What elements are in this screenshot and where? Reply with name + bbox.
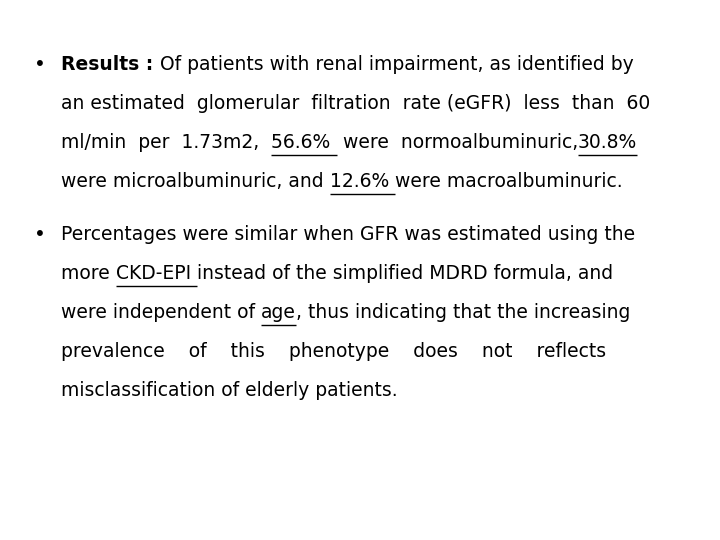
Text: Percentages were similar when GFR was estimated using the: Percentages were similar when GFR was es… <box>61 225 635 245</box>
Text: , thus indicating that the increasing: , thus indicating that the increasing <box>296 303 631 322</box>
Text: 56.6%: 56.6% <box>271 133 337 152</box>
Text: prevalence    of    this    phenotype    does    not    reflects: prevalence of this phenotype does not re… <box>61 342 606 361</box>
Text: an estimated  glomerular  filtration  rate (eGFR)  less  than  60: an estimated glomerular filtration rate … <box>61 94 650 113</box>
Text: 30.8%: 30.8% <box>578 133 637 152</box>
Text: were independent of: were independent of <box>61 303 261 322</box>
Text: Of patients with renal impairment, as identified by: Of patients with renal impairment, as id… <box>160 55 634 75</box>
Text: instead of the simplified MDRD formula, and: instead of the simplified MDRD formula, … <box>197 264 613 284</box>
Text: were macroalbuminuric.: were macroalbuminuric. <box>395 172 623 191</box>
Text: Results :: Results : <box>61 55 160 75</box>
Text: ml/min  per  1.73m2,: ml/min per 1.73m2, <box>61 133 271 152</box>
Text: more: more <box>61 264 116 284</box>
Text: 12.6%: 12.6% <box>330 172 395 191</box>
Text: misclassification of elderly patients.: misclassification of elderly patients. <box>61 381 398 400</box>
Text: age: age <box>261 303 296 322</box>
Text: •: • <box>34 55 45 75</box>
Text: •: • <box>34 225 45 245</box>
Text: were microalbuminuric, and: were microalbuminuric, and <box>61 172 330 191</box>
Text: were  normoalbuminuric,: were normoalbuminuric, <box>337 133 578 152</box>
Text: CKD-EPI: CKD-EPI <box>116 264 197 284</box>
